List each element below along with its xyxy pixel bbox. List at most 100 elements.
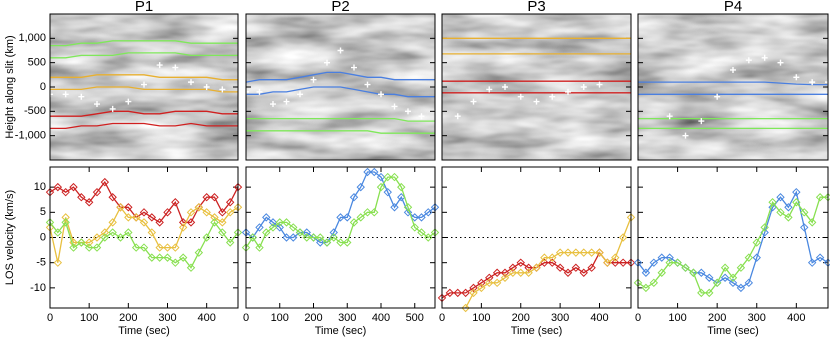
marker [410,213,419,222]
marker [61,218,70,227]
image-background [638,14,828,160]
marker [815,253,825,262]
series-line [246,86,435,98]
marker [492,278,502,288]
track-point [109,105,116,112]
track-point [141,81,147,88]
marker [124,203,133,212]
marker [275,223,284,232]
marker [720,273,730,282]
marker [322,238,332,247]
marker [524,268,533,277]
marker [316,238,325,247]
marker [776,208,785,217]
marker [53,228,63,237]
marker [579,248,588,257]
marker [131,243,141,252]
marker [186,263,196,272]
track-point [310,76,317,83]
track-point [270,101,276,108]
marker [92,243,102,252]
x-tick-label: 100 [472,312,490,324]
marker [540,253,549,262]
series-line [246,130,435,134]
marker [275,218,284,227]
marker [139,218,149,227]
x-axis-label: Time (sec) [118,325,170,337]
x-tick-label: 200 [512,312,530,324]
track-point [188,79,194,86]
marker [445,288,455,298]
marker [163,253,172,262]
track-point [470,98,477,105]
x-axis-label: Time (sec) [511,325,563,337]
marker [289,233,298,242]
marker [163,243,172,252]
marker [178,253,188,262]
marker [100,233,110,242]
series-line [246,117,435,122]
marker [77,193,86,202]
track-point [405,108,411,115]
marker [349,193,359,202]
marker [131,213,141,222]
marker [728,273,738,282]
marker [548,258,557,267]
marker [744,253,754,262]
y-tick-label: 0 [40,231,46,243]
x-tick-label: 0 [47,312,53,324]
marker [705,288,714,298]
track-point [761,54,768,61]
x-tick-label: 400 [590,312,608,324]
marker [697,268,706,277]
marker [171,258,180,267]
marker [469,288,478,298]
marker [268,223,278,232]
x-tick-label: 100 [80,312,98,324]
marker [618,233,628,242]
marker [363,208,372,217]
marker [492,268,502,277]
marker [194,203,204,212]
marker [587,263,596,272]
track-point [580,84,587,90]
marker [649,258,659,267]
marker [210,218,219,227]
track-point [364,81,371,88]
track-point [454,113,461,120]
marker [302,233,311,242]
marker [500,273,510,282]
marker [453,288,462,298]
marker [282,218,291,227]
marker [555,263,565,272]
y-tick-label: 1,000 [18,32,46,44]
y-axis-label: Height along slit (km) [4,35,16,138]
marker [69,243,78,252]
x-tick-label: 400 [787,312,805,324]
x-axis-label: Time (sec) [315,325,367,337]
track-point [125,98,132,105]
marker [124,213,133,222]
marker [155,253,164,262]
marker [390,203,399,212]
marker [508,263,518,272]
marker [336,213,345,222]
marker [356,182,365,192]
marker [202,208,211,217]
marker [532,263,541,272]
plot-frame [245,166,436,309]
marker [186,208,196,217]
series-line [245,71,435,83]
marker [712,278,722,288]
marker [108,193,117,202]
panel-title: P4 [724,0,742,15]
marker [178,218,188,227]
marker [376,172,386,182]
track-point [745,57,752,64]
marker [720,263,730,272]
marker [611,253,620,262]
marker [792,187,801,197]
track-point [283,98,290,105]
marker [171,243,180,252]
